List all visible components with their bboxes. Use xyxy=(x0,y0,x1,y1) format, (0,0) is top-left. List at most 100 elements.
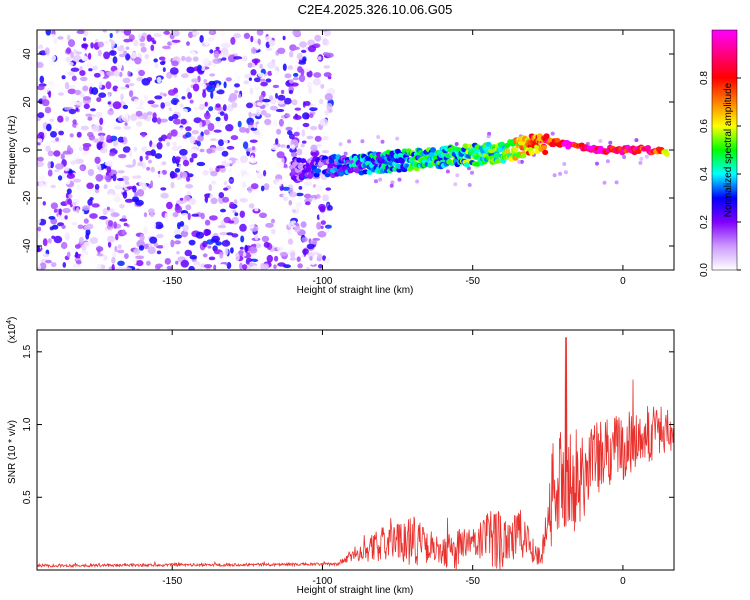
noise-blob xyxy=(198,83,207,90)
y-tick-label: 1.0 xyxy=(22,417,33,431)
noise-blob xyxy=(254,208,259,212)
noise-blob xyxy=(37,217,41,225)
noise-blob xyxy=(154,62,159,69)
noise-blob xyxy=(172,212,179,218)
snr-panel: -150 -100 -50 0 0.5 1.0 1.5 Height of straigh… xyxy=(6,317,675,596)
noise-blob xyxy=(287,65,294,70)
noise-blob xyxy=(283,196,288,201)
noise-blob xyxy=(119,71,123,78)
signal-blob xyxy=(504,148,511,154)
noise-blob xyxy=(42,201,46,206)
noise-blob xyxy=(102,30,107,33)
noise-blob xyxy=(55,163,64,170)
noise-blob xyxy=(122,136,127,142)
noise-blob xyxy=(257,72,265,78)
noise-blob xyxy=(182,159,190,167)
noise-blob xyxy=(37,245,41,252)
noise-blob xyxy=(298,186,303,190)
noise-blob xyxy=(46,123,52,132)
noise-blob xyxy=(125,53,131,61)
noise-blob xyxy=(150,166,155,173)
noise-blob xyxy=(282,186,291,191)
noise-blob xyxy=(94,156,101,164)
noise-blob xyxy=(191,130,199,135)
noise-blob xyxy=(145,225,149,229)
noise-blob xyxy=(37,231,40,239)
noise-blob xyxy=(249,122,254,126)
noise-blob xyxy=(128,90,134,98)
noise-blob xyxy=(41,99,50,107)
noise-blob xyxy=(256,30,264,36)
noise-blob xyxy=(286,144,290,149)
noise-blob xyxy=(311,251,320,255)
noise-blob xyxy=(296,52,303,60)
noise-blob xyxy=(203,79,208,83)
noise-blob xyxy=(256,101,264,107)
noise-blob xyxy=(275,161,285,169)
noise-blob xyxy=(113,221,118,229)
noise-blob xyxy=(49,118,55,123)
noise-blob xyxy=(280,144,286,148)
noise-blob xyxy=(125,46,130,50)
noise-blob xyxy=(318,98,324,105)
noise-blob xyxy=(190,51,196,56)
noise-blob xyxy=(290,151,298,158)
noise-blob xyxy=(249,158,257,164)
noise-blob xyxy=(327,205,333,211)
noise-blob xyxy=(215,39,222,48)
noise-blob xyxy=(206,148,213,154)
colorbar-tick-label: 0.0 xyxy=(699,263,710,277)
noise-blob xyxy=(202,240,208,248)
noise-blob xyxy=(39,262,47,270)
noise-blob xyxy=(264,113,272,118)
signal-blob xyxy=(398,157,405,164)
noise-blob xyxy=(43,253,49,258)
noise-blob xyxy=(37,112,45,119)
noise-blob xyxy=(325,39,330,46)
noise-blob xyxy=(263,183,270,191)
noise-blob xyxy=(115,233,119,241)
noise-blob xyxy=(66,251,71,258)
noise-blob xyxy=(258,229,262,235)
noise-blob xyxy=(195,231,205,239)
noise-blob xyxy=(301,140,307,144)
noise-blob xyxy=(467,183,472,187)
noise-blob xyxy=(221,150,229,157)
noise-blob xyxy=(239,198,248,203)
spectrogram-background xyxy=(37,30,674,270)
noise-blob xyxy=(145,155,149,161)
noise-blob xyxy=(644,154,649,159)
noise-blob xyxy=(324,93,333,101)
noise-blob xyxy=(218,139,224,147)
noise-blob xyxy=(180,212,189,219)
noise-blob xyxy=(60,153,65,160)
noise-blob xyxy=(77,224,84,230)
noise-blob xyxy=(253,77,262,83)
noise-blob xyxy=(154,221,164,230)
noise-blob xyxy=(70,100,78,106)
noise-blob xyxy=(191,213,199,217)
noise-blob xyxy=(319,212,326,221)
noise-blob xyxy=(279,251,288,257)
noise-blob xyxy=(263,241,270,248)
noise-blob xyxy=(158,56,166,61)
noise-blob xyxy=(151,143,156,148)
noise-blob xyxy=(244,244,249,253)
noise-blob xyxy=(105,174,112,183)
noise-blob xyxy=(166,201,173,210)
noise-blob xyxy=(144,220,148,226)
noise-blob xyxy=(303,249,307,257)
noise-blob xyxy=(55,41,63,47)
noise-blob xyxy=(73,48,77,55)
noise-blob xyxy=(298,74,306,83)
noise-blob xyxy=(249,139,258,143)
noise-blob xyxy=(57,115,64,123)
noise-blob xyxy=(197,135,204,142)
colorbar-ticks: 0.0 0.2 0.4 0.6 0.8 xyxy=(699,71,741,277)
noise-blob xyxy=(136,175,142,179)
noise-blob xyxy=(248,77,252,81)
noise-blob xyxy=(194,107,199,111)
noise-blob xyxy=(170,221,180,225)
noise-blob xyxy=(45,259,52,264)
noise-blob xyxy=(178,213,183,219)
